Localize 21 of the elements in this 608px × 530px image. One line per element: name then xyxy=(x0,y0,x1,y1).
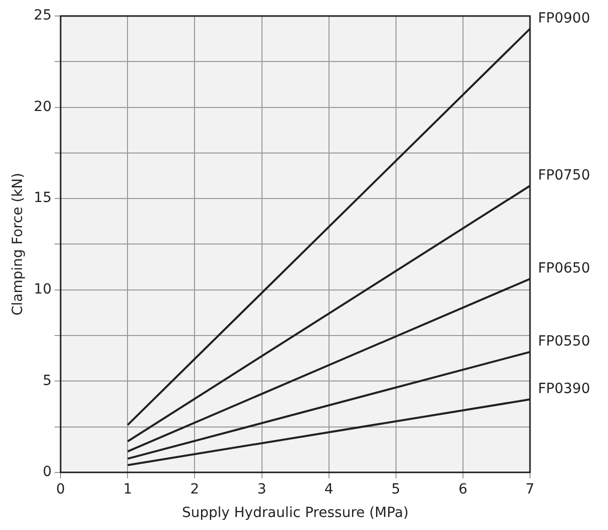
y-tick-label: 20 xyxy=(34,98,52,115)
x-axis-title: Supply Hydraulic Pressure (MPa) xyxy=(182,505,409,522)
x-tick-label: 2 xyxy=(190,481,200,498)
x-tick-label: 0 xyxy=(56,481,66,498)
y-tick-label: 10 xyxy=(34,281,52,298)
y-tick-label: 5 xyxy=(42,372,52,389)
x-tick-label: 3 xyxy=(257,481,266,498)
x-tick-label: 7 xyxy=(526,481,534,498)
series-label: FP0650 xyxy=(538,260,590,277)
y-tick-label: 15 xyxy=(34,190,52,206)
series-label: FP0550 xyxy=(538,334,590,350)
y-tick-label: 0 xyxy=(42,464,52,480)
series-label: FP0750 xyxy=(538,167,590,184)
y-axis-title: Clamping Force (kN) xyxy=(10,172,26,316)
x-tick-label: 5 xyxy=(391,481,400,498)
y-tick-label: 25 xyxy=(34,8,52,24)
x-tick-label: 6 xyxy=(458,481,468,498)
series-label: FP0900 xyxy=(538,10,590,26)
series-label: FP0390 xyxy=(538,381,590,398)
x-tick-label: 4 xyxy=(324,481,334,498)
x-tick-label: 1 xyxy=(123,481,132,498)
